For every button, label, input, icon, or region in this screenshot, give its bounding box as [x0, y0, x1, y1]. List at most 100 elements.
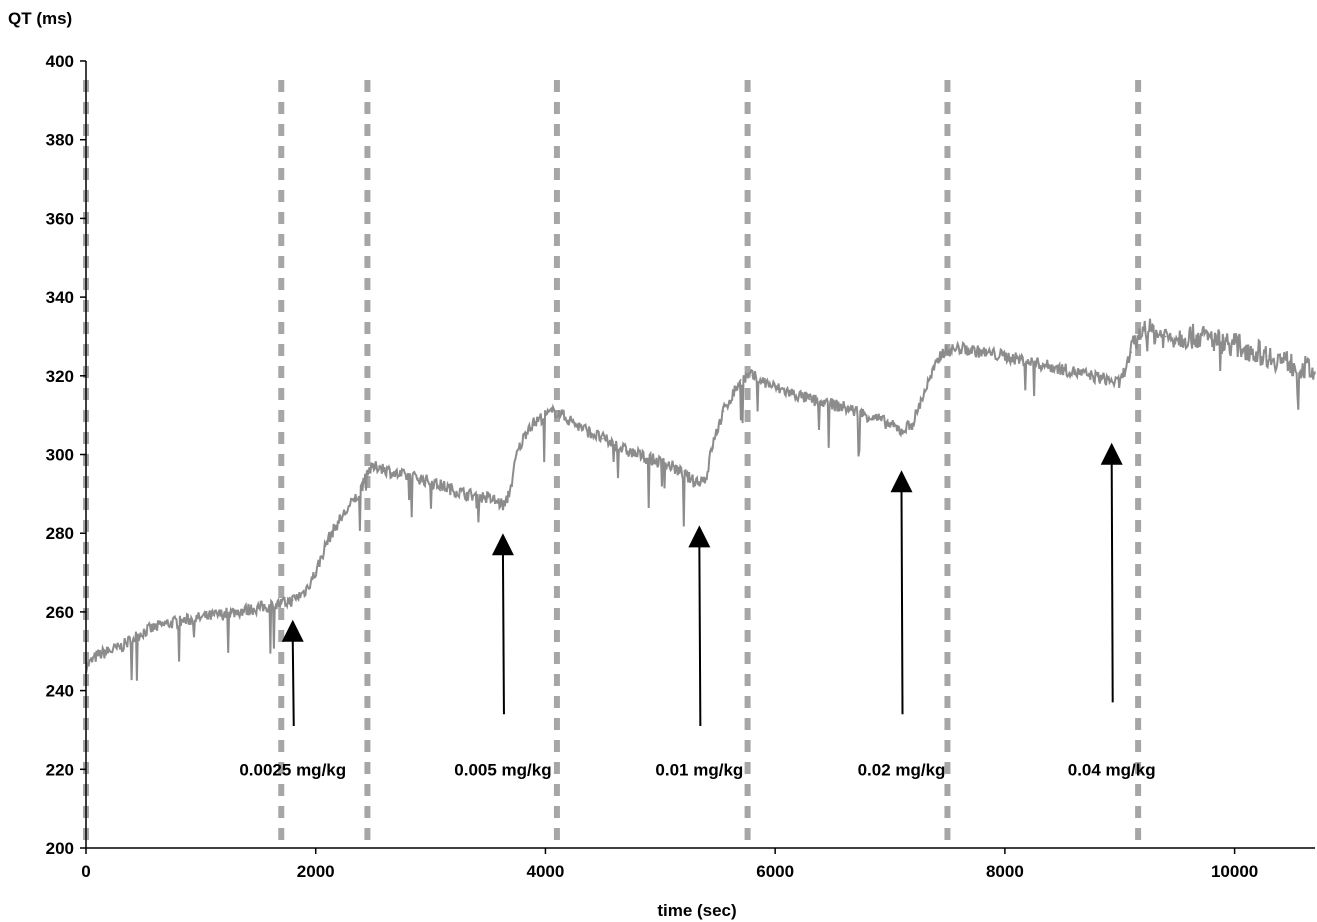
qt-data-point: [418, 477, 420, 479]
qt-data-point: [774, 386, 776, 389]
y-tick-label: 240: [46, 682, 74, 701]
annotation-arrow-shaft: [501, 553, 505, 715]
qt-data-point: [165, 622, 168, 625]
qt-data-point: [527, 426, 530, 428]
qt-data-point: [360, 489, 363, 491]
qt-data-point: [843, 406, 845, 409]
y-tick-label: 280: [46, 524, 74, 543]
qt-data-point: [544, 414, 547, 416]
qt-data-point: [303, 591, 306, 594]
qt-data-point: [808, 398, 811, 401]
y-tick-label: 320: [46, 367, 74, 386]
qt-data-point: [900, 430, 903, 432]
annotation-arrow-shaft: [1110, 462, 1114, 703]
dose-label: 0.01 mg/kg: [655, 760, 743, 779]
annotation-arrow-shaft: [900, 490, 904, 715]
y-tick-label: 220: [46, 760, 74, 779]
y-tick-label: 340: [46, 288, 74, 307]
qt-data-point: [1199, 335, 1201, 338]
qt-data-point: [1107, 378, 1110, 381]
annotation-arrow-head: [1100, 442, 1123, 465]
qt-data-point: [1314, 371, 1316, 373]
x-tick-label: 2000: [297, 862, 335, 881]
qt-data-point: [291, 599, 294, 601]
qt-data-point: [625, 449, 627, 452]
qt-data-point: [337, 520, 340, 523]
qt-data-point: [1268, 355, 1270, 357]
dose-label: 0.04 mg/kg: [1068, 760, 1156, 779]
y-tick-label: 400: [46, 52, 74, 71]
qt-data-point: [395, 473, 397, 475]
dose-label: 0.02 mg/kg: [858, 760, 946, 779]
annotation-arrow-shaft: [291, 639, 295, 727]
annotation-arrow-shaft: [698, 545, 702, 727]
series-layer: [85, 318, 1316, 681]
qt-data-point: [314, 571, 317, 574]
x-tick-label: 0: [81, 862, 90, 881]
annotation-arrow-head: [688, 525, 711, 548]
qt-data-point: [1038, 363, 1041, 365]
qt-trace-line: [85, 318, 1316, 681]
qt-data-point: [441, 485, 443, 487]
qt-data-point: [510, 485, 512, 487]
qt-data-point: [648, 457, 650, 460]
qt-data-point: [349, 504, 351, 507]
qt-data-point: [1118, 382, 1121, 385]
qt-data-point: [211, 615, 214, 617]
qt-data-point: [705, 477, 708, 479]
qt-data-point: [670, 465, 673, 468]
y-tick-label: 200: [46, 839, 74, 858]
qt-data-point: [96, 654, 99, 656]
qt-data-point: [280, 603, 283, 605]
x-tick-label: 8000: [986, 862, 1024, 881]
qt-data-point: [940, 351, 943, 353]
qt-data-point: [1291, 363, 1293, 365]
annotation-arrow-head: [281, 619, 304, 642]
x-tick-label: 10000: [1211, 862, 1258, 881]
y-tick-label: 360: [46, 209, 74, 228]
qt-data-point: [326, 540, 329, 542]
qt-data-point: [142, 630, 145, 633]
qt-data-point: [751, 375, 753, 377]
qt-data-point: [923, 390, 926, 393]
qt-data-point: [1004, 355, 1006, 357]
y-axis-title: QT (ms): [8, 9, 72, 28]
qt-data-point: [188, 618, 191, 621]
qt-data-point: [1141, 327, 1144, 330]
qt-data-point: [234, 611, 237, 613]
qt-data-point: [257, 607, 260, 609]
y-tick-label: 260: [46, 603, 74, 622]
qt-data-point: [602, 437, 604, 440]
qt-data-point: [464, 493, 466, 495]
dose-label: 0.0025 mg/kg: [239, 760, 346, 779]
x-tick-label: 4000: [527, 862, 565, 881]
y-tick-label: 380: [46, 131, 74, 150]
qt-data-point: [556, 410, 558, 413]
annotation-arrow-head: [491, 533, 514, 556]
qt-data-point: [504, 504, 507, 507]
qt-data-point: [722, 410, 725, 413]
qt-data-point: [1072, 371, 1075, 373]
qt-data-point: [366, 469, 369, 472]
qt-data-point: [1164, 335, 1167, 338]
x-axis-title: time (sec): [657, 901, 736, 920]
qt-data-point: [515, 453, 518, 456]
annotation-arrow-head: [890, 470, 913, 493]
qt-data-point: [693, 481, 696, 483]
qt-data-point: [877, 418, 880, 420]
qt-data-point: [711, 445, 713, 448]
qt-data-point: [739, 378, 742, 381]
y-tick-label: 300: [46, 446, 74, 465]
qt-data-point: [912, 422, 914, 424]
qt-data-point: [119, 646, 122, 649]
x-tick-label: 6000: [756, 862, 794, 881]
qt-data-point: [378, 465, 380, 468]
qt-data-point: [958, 347, 960, 350]
dose-marker-lines: [83, 80, 1142, 848]
dose-label: 0.005 mg/kg: [454, 760, 551, 779]
qt-data-point: [1130, 351, 1133, 353]
qt-data-point: [579, 426, 581, 428]
qt-data-point: [1233, 343, 1236, 346]
